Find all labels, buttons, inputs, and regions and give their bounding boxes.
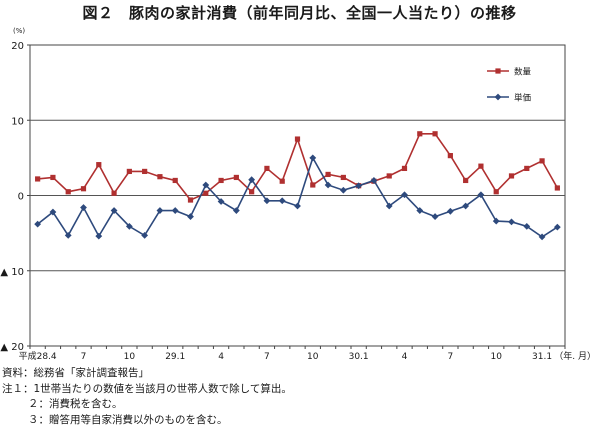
series-1-point	[279, 178, 285, 184]
series-1-point	[508, 173, 515, 179]
notes: 資料：総務省「家計調査報告」 注１：1世帯当たりの数値を当該月の世帯人数で除して…	[2, 366, 292, 428]
series-1-point	[172, 177, 178, 184]
series-1-point	[554, 185, 560, 191]
series-2-point	[523, 222, 531, 230]
y-tick-label: 20	[11, 41, 24, 52]
x-tick-label: 4	[218, 352, 224, 362]
legend-marker	[494, 93, 502, 101]
series-2-point	[110, 207, 118, 214]
series-1-point	[65, 189, 71, 195]
x-tick-label: 4	[402, 352, 408, 362]
y-tick-label: 0	[18, 192, 24, 203]
y-tick-label: ▲ 20	[0, 342, 24, 353]
series-2-point	[49, 208, 57, 216]
series-2-point	[492, 217, 500, 225]
series-1-point	[264, 165, 270, 172]
series-2-point	[64, 231, 72, 239]
series-2-point	[462, 202, 470, 210]
x-tick-label: 30.1	[349, 352, 369, 362]
note-2: ２：消費税を含む。	[28, 398, 123, 410]
series-2-point	[141, 231, 149, 239]
series-1-point	[233, 174, 239, 181]
series-1-point	[325, 171, 331, 178]
series-1-point	[35, 176, 41, 182]
series-1-point	[463, 177, 469, 184]
series-1-point	[111, 190, 117, 196]
series-2-point	[309, 154, 317, 162]
series-1-point	[50, 174, 56, 181]
legend-label: 数量	[514, 67, 532, 78]
series-1-point	[478, 163, 484, 169]
series-2-point	[232, 207, 240, 214]
series-1-point	[524, 165, 530, 172]
series-1-point	[157, 174, 163, 180]
y-tick-label: 10	[11, 116, 24, 127]
series-1-point	[203, 190, 209, 196]
x-tick-label: 31.1	[532, 352, 552, 362]
series-2-point	[202, 181, 210, 189]
series-1-point	[187, 197, 194, 203]
series-1-point	[417, 131, 423, 137]
series-1-point	[432, 131, 438, 137]
series-1-point	[80, 186, 87, 192]
series-2-point	[416, 207, 424, 214]
series-2-point	[538, 233, 546, 241]
series-2-point	[278, 197, 286, 205]
x-unit-label: （年. 月）	[554, 350, 596, 362]
series-1-point	[386, 173, 392, 179]
series-1-point	[447, 153, 453, 159]
x-tick-label: 10	[490, 352, 502, 362]
legend-marker	[495, 68, 501, 74]
series-2-point	[446, 207, 454, 215]
series-2-point	[125, 222, 133, 230]
series-1-point	[539, 158, 545, 164]
series-1-point	[218, 177, 224, 184]
series-1-point	[294, 136, 301, 142]
series-2-point	[508, 218, 515, 226]
series-2-point	[34, 220, 42, 228]
note-1: 注１：1世帯当たりの数値を当該月の世帯人数で除して算出。	[2, 382, 292, 395]
legend-label: 単価	[514, 93, 532, 104]
x-tick-label: 29.1	[165, 352, 185, 362]
series-1-point	[249, 189, 255, 195]
series-2-point	[95, 232, 103, 240]
line-chart: 20 10 0 ▲ 10 ▲ 20 (%) 平成28.4 7 10 29.1 4 7 10 30.1 4 7 1…	[0, 27, 596, 362]
series-line-2	[37, 155, 558, 238]
series-2-point	[385, 202, 393, 210]
series-1-point	[401, 165, 408, 172]
chart-title: 図２ 豚肉の家計消費（前年同月比、全国一人当たり）の推移	[82, 4, 517, 22]
y-unit-label: (%)	[13, 27, 25, 35]
series-2-point	[263, 197, 271, 205]
series-2-point	[477, 191, 485, 199]
series-1-point	[493, 189, 499, 195]
series-2-point	[370, 177, 378, 184]
series-2-point	[401, 191, 408, 199]
x-tick-label: 7	[447, 352, 453, 362]
x-tick-label: 7	[81, 352, 87, 362]
series-2-point	[80, 204, 87, 211]
series-2-point	[156, 207, 164, 214]
series-2-point	[248, 176, 256, 184]
series-2-point	[324, 181, 332, 189]
x-tick-label: 7	[264, 352, 270, 362]
series-2-point	[553, 223, 561, 231]
series-2-point	[217, 198, 225, 205]
series-2-point	[339, 186, 347, 194]
series-1-point	[126, 168, 132, 175]
series-2-point	[431, 213, 439, 220]
series-2-point	[187, 213, 194, 220]
series-2-point	[171, 207, 179, 214]
series-2-point	[355, 182, 363, 190]
x-tick-label: 10	[124, 352, 136, 362]
note-3: ３：贈答用等自家消費以外のものを含む。	[28, 413, 228, 426]
y-tick-label: ▲ 10	[0, 267, 24, 278]
series-1-point	[340, 174, 346, 181]
x-tick-label: 10	[307, 352, 319, 362]
series-1-point	[142, 168, 148, 175]
series-1-point	[310, 182, 316, 188]
x-tick-label: 平成28.4	[19, 350, 57, 362]
series-1-point	[96, 162, 102, 168]
series-2-point	[294, 202, 301, 210]
source-note: 資料：総務省「家計調査報告」	[2, 367, 149, 379]
